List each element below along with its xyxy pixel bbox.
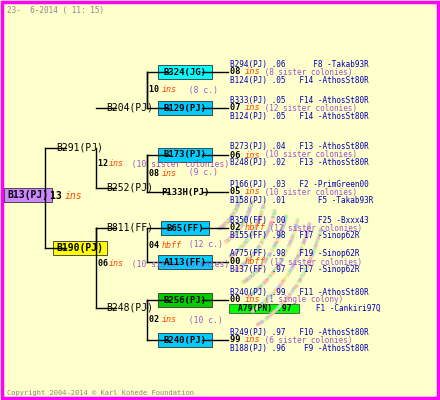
Text: 00: 00 — [230, 258, 246, 266]
Text: B124(PJ) .05   F14 -AthosSt80R: B124(PJ) .05 F14 -AthosSt80R — [230, 112, 369, 120]
Text: B190(PJ): B190(PJ) — [56, 243, 103, 253]
Text: A775(FF) .98   F19 -Sinop62R: A775(FF) .98 F19 -Sinop62R — [230, 250, 359, 258]
Text: (8 c.): (8 c.) — [179, 86, 217, 94]
FancyBboxPatch shape — [161, 221, 209, 235]
Text: (6 sister colonies): (6 sister colonies) — [260, 336, 352, 344]
Text: 07: 07 — [230, 104, 246, 112]
Text: hbff: hbff — [245, 224, 266, 232]
Text: B811(FF): B811(FF) — [106, 223, 154, 233]
Text: (1 single colony): (1 single colony) — [260, 296, 343, 304]
Text: 13: 13 — [50, 191, 68, 201]
FancyBboxPatch shape — [158, 65, 213, 79]
Text: P166(PJ) .03   F2 -PrimGreen00: P166(PJ) .03 F2 -PrimGreen00 — [230, 180, 369, 188]
Text: A79(PN) .97: A79(PN) .97 — [238, 304, 292, 312]
Text: B249(PJ) .97   F10 -AthosSt80R: B249(PJ) .97 F10 -AthosSt80R — [230, 328, 369, 336]
Text: B173(PJ): B173(PJ) — [164, 150, 206, 160]
Text: B324(JG): B324(JG) — [164, 68, 206, 76]
Text: (10 sister colonies): (10 sister colonies) — [122, 160, 229, 168]
Text: B333(PJ) .05   F14 -AthosSt80R: B333(PJ) .05 F14 -AthosSt80R — [230, 96, 369, 104]
Text: (10 sister colonies): (10 sister colonies) — [122, 260, 229, 268]
Text: B158(PJ) .01       F5 -Takab93R: B158(PJ) .01 F5 -Takab93R — [230, 196, 374, 204]
Text: F1 -Cankiri97Q: F1 -Cankiri97Q — [302, 304, 381, 312]
Text: (9 c.): (9 c.) — [179, 168, 217, 178]
Text: 23-  6-2014 ( 11: 15): 23- 6-2014 ( 11: 15) — [7, 6, 104, 16]
Text: ins: ins — [245, 296, 261, 304]
Text: 02: 02 — [149, 316, 164, 324]
Text: (12 c.): (12 c.) — [184, 240, 223, 250]
Text: ins: ins — [162, 168, 177, 178]
Text: (12 sister colonies): (12 sister colonies) — [265, 224, 362, 232]
Text: ins: ins — [65, 191, 83, 201]
Text: B124(PJ) .05   F14 -AthosSt80R: B124(PJ) .05 F14 -AthosSt80R — [230, 76, 369, 84]
Text: Copyright 2004-2014 © Karl Kohede Foundation: Copyright 2004-2014 © Karl Kohede Founda… — [7, 390, 194, 396]
Text: 10: 10 — [149, 86, 164, 94]
Text: B248(PJ) .02   F13 -AthosSt80R: B248(PJ) .02 F13 -AthosSt80R — [230, 158, 369, 168]
Text: 99: 99 — [230, 336, 246, 344]
Text: ins: ins — [245, 104, 261, 112]
Text: hbff: hbff — [245, 258, 266, 266]
Text: P133H(PJ): P133H(PJ) — [161, 188, 209, 196]
Text: 06: 06 — [230, 150, 246, 160]
FancyBboxPatch shape — [158, 333, 213, 347]
Text: (10 c.): (10 c.) — [179, 316, 222, 324]
Text: ins: ins — [245, 336, 261, 344]
Text: ins: ins — [245, 150, 261, 160]
FancyBboxPatch shape — [53, 241, 107, 255]
Text: 05: 05 — [230, 188, 246, 196]
Text: 00: 00 — [230, 296, 246, 304]
Text: B273(PJ) .04   F13 -AthosSt80R: B273(PJ) .04 F13 -AthosSt80R — [230, 142, 369, 152]
Text: B13(PJ): B13(PJ) — [7, 190, 48, 200]
FancyBboxPatch shape — [158, 101, 213, 115]
Text: A113(FF): A113(FF) — [164, 258, 206, 266]
Text: (10 sister colonies): (10 sister colonies) — [260, 188, 357, 196]
Text: ins: ins — [109, 160, 124, 168]
Text: ins: ins — [162, 316, 177, 324]
Text: B294(PJ) .06      F8 -Takab93R: B294(PJ) .06 F8 -Takab93R — [230, 60, 369, 68]
Text: B350(FF) .00       F25 -Bxxx43: B350(FF) .00 F25 -Bxxx43 — [230, 216, 369, 224]
Text: B240(PJ) .99   F11 -AthosSt80R: B240(PJ) .99 F11 -AthosSt80R — [230, 288, 369, 296]
Text: B291(PJ): B291(PJ) — [56, 143, 103, 153]
Text: 12: 12 — [98, 160, 113, 168]
Text: ins: ins — [109, 260, 124, 268]
Text: B256(PJ): B256(PJ) — [164, 296, 206, 304]
Text: ins: ins — [245, 68, 261, 76]
Text: B248(PJ): B248(PJ) — [106, 303, 154, 313]
FancyBboxPatch shape — [158, 255, 213, 269]
Text: 04: 04 — [149, 240, 164, 250]
FancyBboxPatch shape — [158, 148, 213, 162]
Text: B155(FF) .98   F17 -Sinop62R: B155(FF) .98 F17 -Sinop62R — [230, 232, 359, 240]
Text: ins: ins — [162, 86, 177, 94]
Text: B137(FF) .97   F17 -Sinop62R: B137(FF) .97 F17 -Sinop62R — [230, 266, 359, 274]
Text: B252(PJ): B252(PJ) — [106, 183, 154, 193]
Text: (12 sister colonies): (12 sister colonies) — [260, 104, 357, 112]
Text: ins: ins — [245, 188, 261, 196]
Text: B188(PJ) .96    F9 -AthosSt80R: B188(PJ) .96 F9 -AthosSt80R — [230, 344, 369, 352]
Text: B65(FF): B65(FF) — [166, 224, 204, 232]
Text: 02: 02 — [230, 224, 246, 232]
Text: 08: 08 — [149, 168, 164, 178]
Text: 08: 08 — [230, 68, 246, 76]
Text: (12 sister colonies): (12 sister colonies) — [265, 258, 362, 266]
Text: (8 sister colonies): (8 sister colonies) — [260, 68, 352, 76]
Text: (10 sister colonies): (10 sister colonies) — [260, 150, 357, 160]
Text: B129(PJ): B129(PJ) — [164, 104, 206, 112]
Text: B204(PJ): B204(PJ) — [106, 103, 154, 113]
FancyBboxPatch shape — [4, 188, 52, 202]
Text: 06: 06 — [98, 260, 113, 268]
Text: hbff: hbff — [162, 240, 182, 250]
FancyBboxPatch shape — [158, 293, 213, 307]
Text: B240(PJ): B240(PJ) — [164, 336, 206, 344]
FancyBboxPatch shape — [229, 304, 299, 312]
